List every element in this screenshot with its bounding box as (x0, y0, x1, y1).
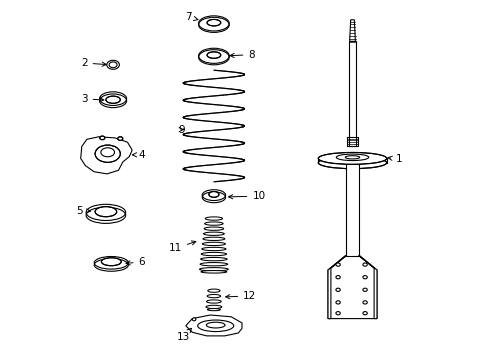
Ellipse shape (192, 318, 196, 321)
Ellipse shape (208, 192, 219, 197)
Ellipse shape (362, 263, 366, 266)
Text: 13: 13 (176, 328, 191, 342)
Text: 11: 11 (168, 241, 195, 253)
Ellipse shape (86, 204, 125, 220)
Ellipse shape (205, 217, 222, 220)
Ellipse shape (203, 237, 224, 240)
Ellipse shape (198, 48, 229, 63)
Polygon shape (81, 137, 132, 174)
Ellipse shape (200, 257, 227, 261)
Ellipse shape (201, 252, 226, 256)
Ellipse shape (318, 157, 386, 168)
Ellipse shape (198, 16, 229, 31)
Ellipse shape (106, 60, 119, 69)
Ellipse shape (362, 312, 366, 315)
Ellipse shape (199, 267, 228, 271)
Ellipse shape (206, 19, 220, 26)
Text: 3: 3 (81, 94, 103, 104)
Ellipse shape (94, 256, 128, 269)
Ellipse shape (335, 263, 340, 266)
Ellipse shape (203, 232, 224, 235)
Ellipse shape (118, 137, 122, 140)
Text: 9: 9 (178, 125, 184, 135)
Bar (345, 162, 359, 256)
Ellipse shape (106, 96, 120, 103)
Polygon shape (327, 256, 346, 319)
Text: 5: 5 (76, 206, 90, 216)
Ellipse shape (202, 190, 225, 201)
Text: 1: 1 (387, 154, 402, 164)
Ellipse shape (206, 52, 220, 58)
Ellipse shape (204, 222, 223, 225)
Polygon shape (327, 256, 376, 319)
Polygon shape (349, 20, 355, 41)
Ellipse shape (202, 242, 225, 246)
Ellipse shape (362, 276, 366, 279)
Ellipse shape (206, 300, 221, 303)
Ellipse shape (207, 309, 220, 311)
Text: 6: 6 (126, 257, 145, 267)
Ellipse shape (207, 294, 220, 298)
Text: 10: 10 (228, 191, 265, 201)
Ellipse shape (101, 258, 121, 266)
Text: 8: 8 (229, 50, 254, 60)
Text: 7: 7 (185, 12, 198, 22)
Polygon shape (358, 256, 376, 319)
Ellipse shape (335, 301, 340, 304)
Ellipse shape (207, 289, 220, 292)
Ellipse shape (202, 247, 225, 251)
Text: 12: 12 (225, 291, 256, 301)
Ellipse shape (203, 227, 223, 230)
Ellipse shape (100, 136, 104, 140)
Ellipse shape (100, 94, 126, 108)
Ellipse shape (335, 288, 340, 292)
Text: 4: 4 (132, 150, 145, 160)
Text: 2: 2 (81, 58, 106, 68)
Ellipse shape (95, 145, 120, 162)
Bar (348, 41, 355, 146)
Ellipse shape (318, 153, 386, 164)
Ellipse shape (200, 262, 227, 266)
Ellipse shape (335, 276, 340, 279)
Ellipse shape (362, 301, 366, 304)
Polygon shape (185, 315, 242, 336)
Ellipse shape (201, 270, 226, 273)
Ellipse shape (205, 305, 222, 309)
Bar (346, 137, 357, 146)
Ellipse shape (335, 312, 340, 315)
Ellipse shape (95, 207, 117, 217)
Ellipse shape (362, 288, 366, 292)
